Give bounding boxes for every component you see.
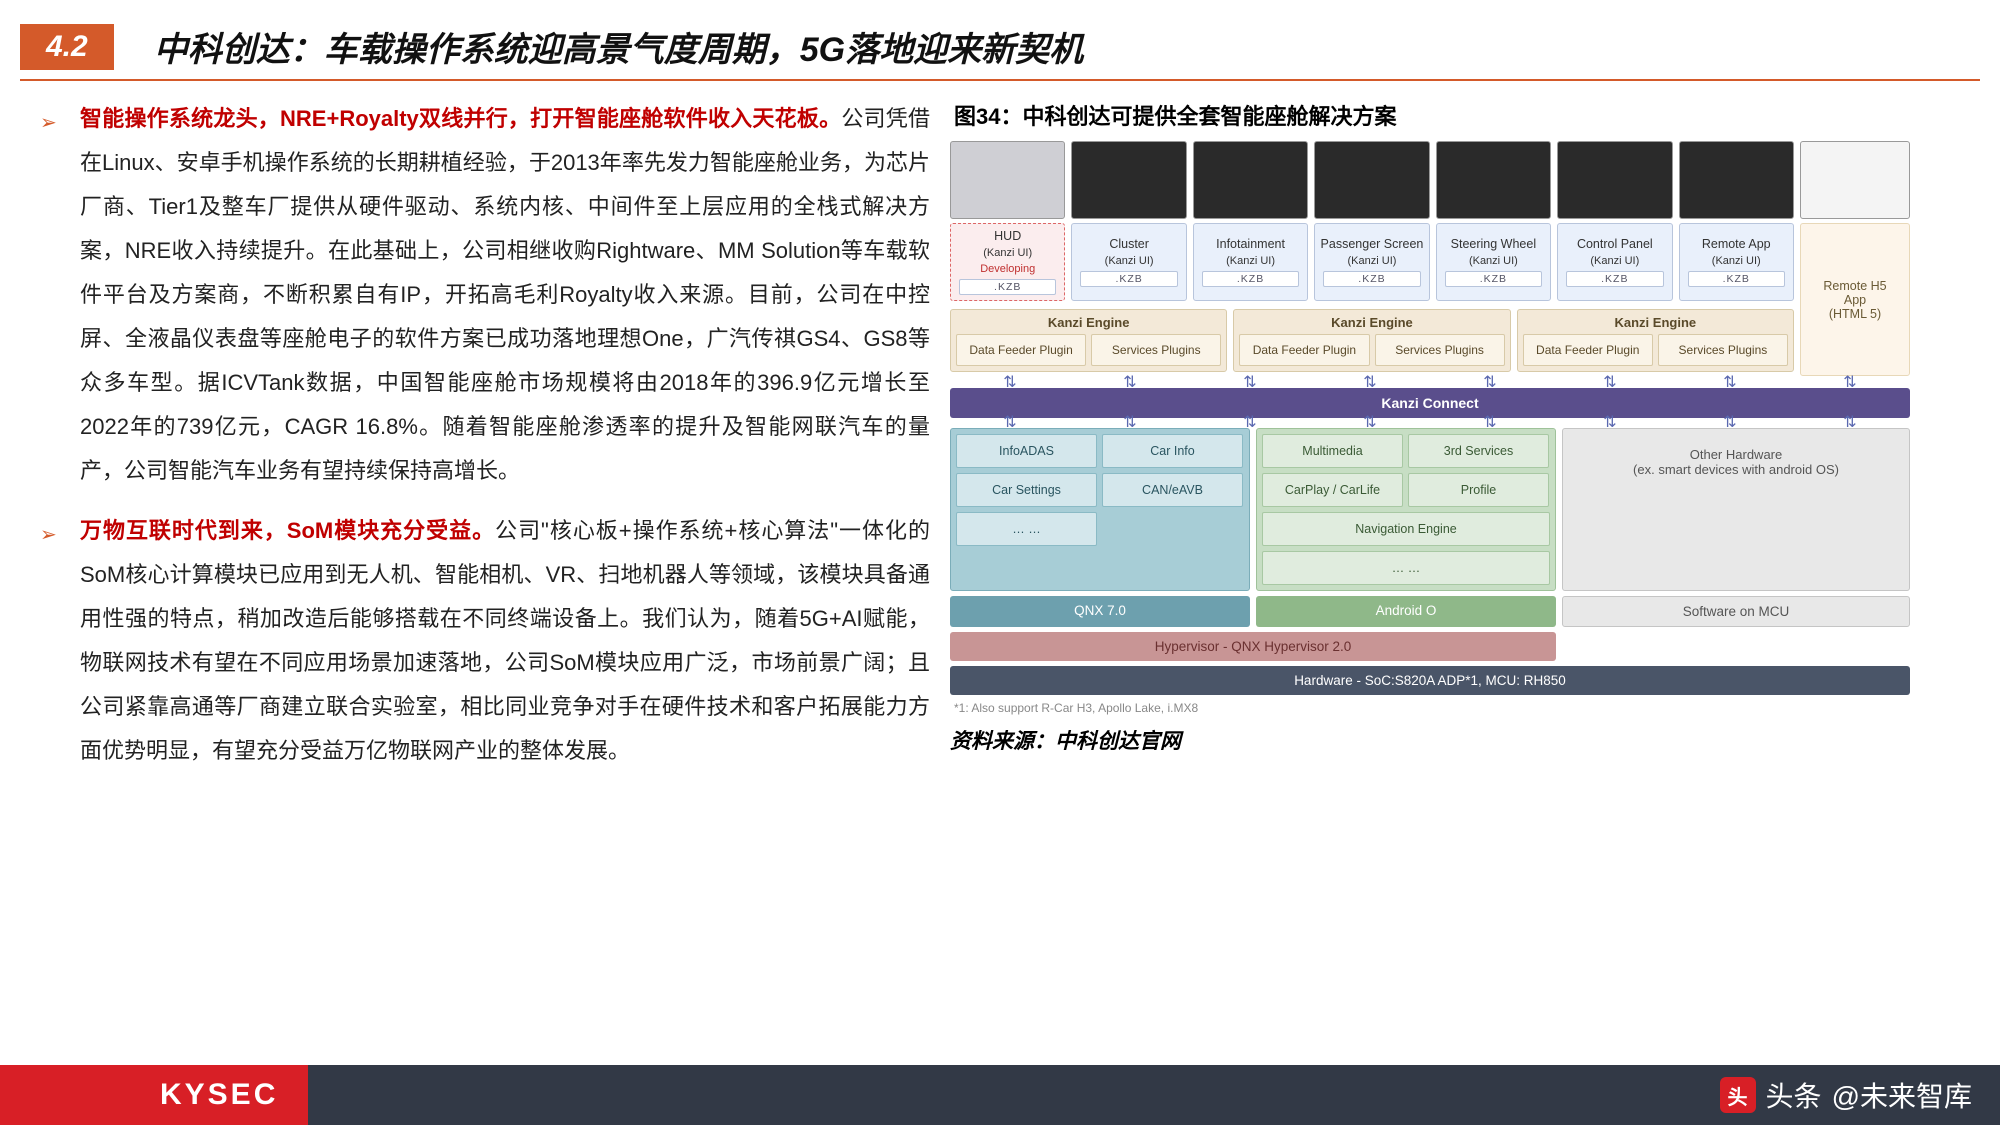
figure-source: 资料来源：中科创达官网	[950, 725, 1976, 755]
android-box: Android O	[1256, 596, 1556, 627]
kanzi-engine-group: Kanzi Engine Data Feeder Plugin Services…	[950, 309, 1227, 372]
kanzi-ui-box: Passenger Screen(Kanzi UI).KZB	[1314, 223, 1429, 301]
app-cell: Car Settings	[956, 473, 1097, 507]
app-cell: Car Info	[1102, 434, 1243, 468]
qnx-box: QNX 7.0	[950, 596, 1250, 627]
section-number-badge: 4.2	[20, 24, 114, 70]
remote-h5-l2: App	[1805, 293, 1905, 307]
engine-cell: Services Plugins	[1375, 334, 1505, 366]
kanzi-ui-boxes: HUD(Kanzi UI)Developing.KZBCluster(Kanzi…	[950, 223, 1794, 301]
app-cell: 3rd Services	[1408, 434, 1549, 468]
footer-brand-block: KYSEC	[0, 1065, 308, 1125]
bullet-lead: 智能操作系统龙头，NRE+Royalty双线并行，打开智能座舱软件收入天花板。	[80, 106, 841, 131]
toutiao-handle: @未来智库	[1832, 1075, 1972, 1115]
app-cell: Profile	[1408, 473, 1549, 507]
toutiao-icon: 头	[1720, 1077, 1756, 1113]
engine-title: Kanzi Engine	[1239, 313, 1504, 334]
remote-app-screenshot	[1679, 141, 1794, 219]
passenger-screenshot	[1314, 141, 1429, 219]
bullet-text: 智能操作系统龙头，NRE+Royalty双线并行，打开智能座舱软件收入天花板。公…	[80, 97, 930, 493]
footer-watermark: 头 头条 @未来智库	[1720, 1075, 2000, 1115]
mcu-box: Software on MCU	[1562, 596, 1910, 627]
remote-h5-l1: Remote H5	[1805, 279, 1905, 293]
bullet-lead: 万物互联时代到来，SoM模块充分受益。	[80, 518, 495, 543]
kanzi-ui-box: Cluster(Kanzi UI).KZB	[1071, 223, 1186, 301]
engine-cell: Services Plugins	[1658, 334, 1788, 366]
apps-row: InfoADASCar InfoCar SettingsCAN/eAVB… … …	[950, 428, 1910, 591]
hypervisor-box: Hypervisor - QNX Hypervisor 2.0	[950, 632, 1556, 661]
bullet-item: ➢ 万物互联时代到来，SoM模块充分受益。公司"核心板+操作系统+核心算法"一体…	[40, 509, 930, 773]
slide-body: ➢ 智能操作系统龙头，NRE+Royalty双线并行，打开智能座舱软件收入天花板…	[0, 81, 2000, 789]
slide-title: 中科创达：车载操作系统迎高景气度周期，5G落地迎来新契机	[154, 22, 1083, 71]
other-hw-l2: (ex. smart devices with android OS)	[1569, 462, 1903, 477]
steering-screenshot	[1436, 141, 1551, 219]
connect-arrows: ⇅⇅⇅⇅⇅⇅⇅⇅	[950, 418, 1910, 428]
engine-cell: Services Plugins	[1091, 334, 1221, 366]
kysec-logo: KYSEC	[160, 1078, 278, 1112]
kanzi-ui-box: HUD(Kanzi UI)Developing.KZB	[950, 223, 1065, 301]
engine-title: Kanzi Engine	[1523, 313, 1788, 334]
hypervisor-row: Hypervisor - QNX Hypervisor 2.0	[950, 632, 1910, 661]
android-apps-group: Multimedia3rd ServicesCarPlay / CarLifeP…	[1256, 428, 1556, 591]
app-cell: Navigation Engine	[1262, 512, 1550, 546]
kanzi-ui-box: Infotainment(Kanzi UI).KZB	[1193, 223, 1308, 301]
app-cell: Multimedia	[1262, 434, 1403, 468]
slide-header: 4.2 中科创达：车载操作系统迎高景气度周期，5G落地迎来新契机	[20, 0, 1980, 81]
app-cell: CAN/eAVB	[1102, 473, 1243, 507]
bullet-triangle-icon: ➢	[40, 97, 80, 493]
text-column: ➢ 智能操作系统龙头，NRE+Royalty双线并行，打开智能座舱软件收入天花板…	[40, 97, 930, 789]
bullet-body: 公司"核心板+操作系统+核心算法"一体化的SoM核心计算模块已应用到无人机、智能…	[80, 518, 930, 763]
cluster-screenshot	[1071, 141, 1186, 219]
engine-cell: Data Feeder Plugin	[1523, 334, 1653, 366]
app-cell: CarPlay / CarLife	[1262, 473, 1403, 507]
architecture-diagram: HUD(Kanzi UI)Developing.KZBCluster(Kanzi…	[950, 141, 1910, 715]
kanzi-ui-box: Control Panel(Kanzi UI).KZB	[1557, 223, 1672, 301]
engine-row: Kanzi Engine Data Feeder Plugin Services…	[950, 309, 1794, 372]
kanzi-engine-group: Kanzi Engine Data Feeder Plugin Services…	[1233, 309, 1510, 372]
bullet-triangle-icon: ➢	[40, 509, 80, 773]
slide-footer: KYSEC 头 头条 @未来智库	[0, 1065, 2000, 1125]
app-cell: InfoADAS	[956, 434, 1097, 468]
other-hardware-box: Other Hardware (ex. smart devices with a…	[1562, 428, 1910, 591]
figure-column: 图34：中科创达可提供全套智能座舱解决方案 HUD(Kanzi UI)Devel…	[950, 97, 1976, 789]
kanzi-engine-group: Kanzi Engine Data Feeder Plugin Services…	[1517, 309, 1794, 372]
bullet-item: ➢ 智能操作系统龙头，NRE+Royalty双线并行，打开智能座舱软件收入天花板…	[40, 97, 930, 493]
engine-title: Kanzi Engine	[956, 313, 1221, 334]
os-row: QNX 7.0 Android O Software on MCU	[950, 596, 1910, 627]
infotainment-screenshot	[1193, 141, 1308, 219]
remote-h5-l3: (HTML 5)	[1805, 307, 1905, 321]
remote-h5-screenshot	[1800, 141, 1910, 219]
other-hw-l1: Other Hardware	[1569, 447, 1903, 462]
remote-h5-box: Remote H5 App (HTML 5)	[1800, 223, 1910, 376]
ui-layer-row: HUD(Kanzi UI)Developing.KZBCluster(Kanzi…	[950, 223, 1910, 376]
bullet-body: 公司凭借在Linux、安卓手机操作系统的长期耕植经验，于2013年率先发力智能座…	[80, 106, 930, 483]
app-cell: … …	[1262, 551, 1550, 585]
screenshot-row	[950, 141, 1910, 219]
figure-title: 图34：中科创达可提供全套智能座舱解决方案	[954, 99, 1976, 131]
qnx-apps-group: InfoADASCar InfoCar SettingsCAN/eAVB… …	[950, 428, 1250, 591]
control-screenshot	[1557, 141, 1672, 219]
kanzi-connect-bar: Kanzi Connect	[950, 388, 1910, 418]
engine-cell: Data Feeder Plugin	[1239, 334, 1369, 366]
toutiao-label: 头条	[1766, 1075, 1822, 1115]
hud-screenshot	[950, 141, 1065, 219]
kanzi-ui-box: Remote App(Kanzi UI).KZB	[1679, 223, 1794, 301]
bullet-text: 万物互联时代到来，SoM模块充分受益。公司"核心板+操作系统+核心算法"一体化的…	[80, 509, 930, 773]
diagram-footnote: *1: Also support R-Car H3, Apollo Lake, …	[954, 701, 1910, 715]
kanzi-ui-box: Steering Wheel(Kanzi UI).KZB	[1436, 223, 1551, 301]
engine-cell: Data Feeder Plugin	[956, 334, 1086, 366]
connect-arrows: ⇅⇅⇅⇅⇅⇅⇅⇅	[950, 378, 1910, 388]
hardware-bar: Hardware - SoC:S820A ADP*1, MCU: RH850	[950, 666, 1910, 695]
app-cell: … …	[956, 512, 1097, 546]
